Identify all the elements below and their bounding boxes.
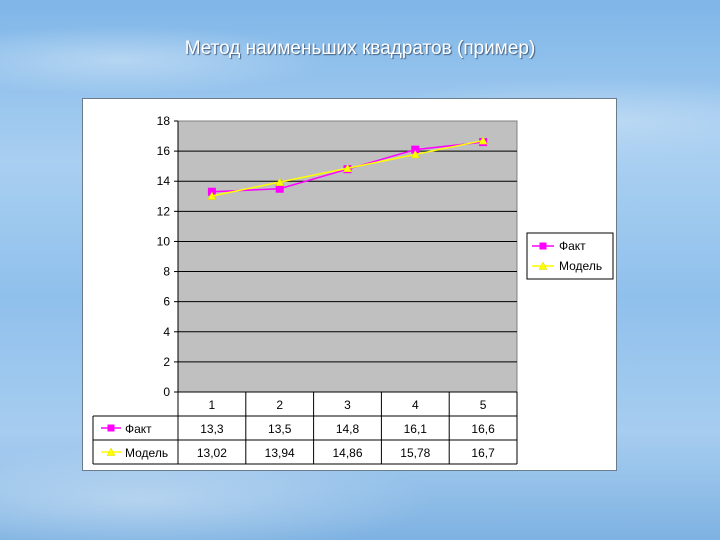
y-tick-label: 4 — [163, 325, 170, 339]
table-legend-marker — [107, 424, 115, 432]
data-point-model — [410, 149, 420, 159]
x-tick-label: 4 — [412, 398, 419, 412]
y-tick-label: 16 — [157, 144, 171, 158]
table-cell-value: 13,94 — [265, 446, 295, 460]
x-tick-label: 5 — [480, 398, 487, 412]
table-cell-value: 13,3 — [200, 422, 224, 436]
legend-marker — [539, 242, 547, 250]
y-tick-label: 2 — [163, 355, 170, 369]
table-series-name: Модель — [125, 446, 168, 460]
y-tick-label: 10 — [157, 234, 171, 248]
table-cell-value: 14,8 — [336, 422, 360, 436]
data-point-model — [343, 163, 352, 173]
y-tick-label: 14 — [157, 174, 171, 188]
legend-box — [526, 232, 614, 280]
table-cell-value: 16,6 — [471, 422, 495, 436]
table-series-name: Факт — [125, 422, 152, 436]
data-point-model — [207, 191, 217, 200]
x-tick-label: 2 — [276, 398, 283, 412]
table-cell-value: 15,78 — [400, 446, 430, 460]
slide-title: Метод наименьших квадратов (пример) — [184, 38, 536, 59]
legend-label: Факт — [559, 239, 586, 253]
table-cell-value: 13,02 — [197, 446, 227, 460]
y-tick-label: 0 — [163, 385, 170, 399]
data-point-model — [478, 136, 488, 145]
table-cell-value: 16,7 — [471, 446, 495, 460]
table-cell-value: 14,86 — [332, 446, 362, 460]
y-tick-label: 6 — [163, 295, 170, 309]
y-tick-label: 18 — [157, 114, 171, 128]
plot-area — [177, 120, 518, 393]
y-tick-label: 12 — [157, 204, 171, 218]
table-cell-value: 16,1 — [404, 422, 428, 436]
legend-marker — [538, 261, 548, 270]
chart-frame: 0 2 4 6 8 10 12 14 16 18 1 2 3 4 5 Факт 13,3 13,5 14,8 16,1… — [82, 98, 617, 471]
x-tick-label: 1 — [209, 398, 216, 412]
table-cell-value: 13,5 — [268, 422, 292, 436]
data-point-model — [275, 177, 285, 186]
table-legend-marker — [106, 447, 116, 456]
data-point-fact — [275, 184, 284, 193]
x-tick-label: 3 — [344, 398, 351, 412]
y-tick-label: 8 — [163, 265, 170, 279]
legend-label: Модель — [559, 259, 602, 273]
